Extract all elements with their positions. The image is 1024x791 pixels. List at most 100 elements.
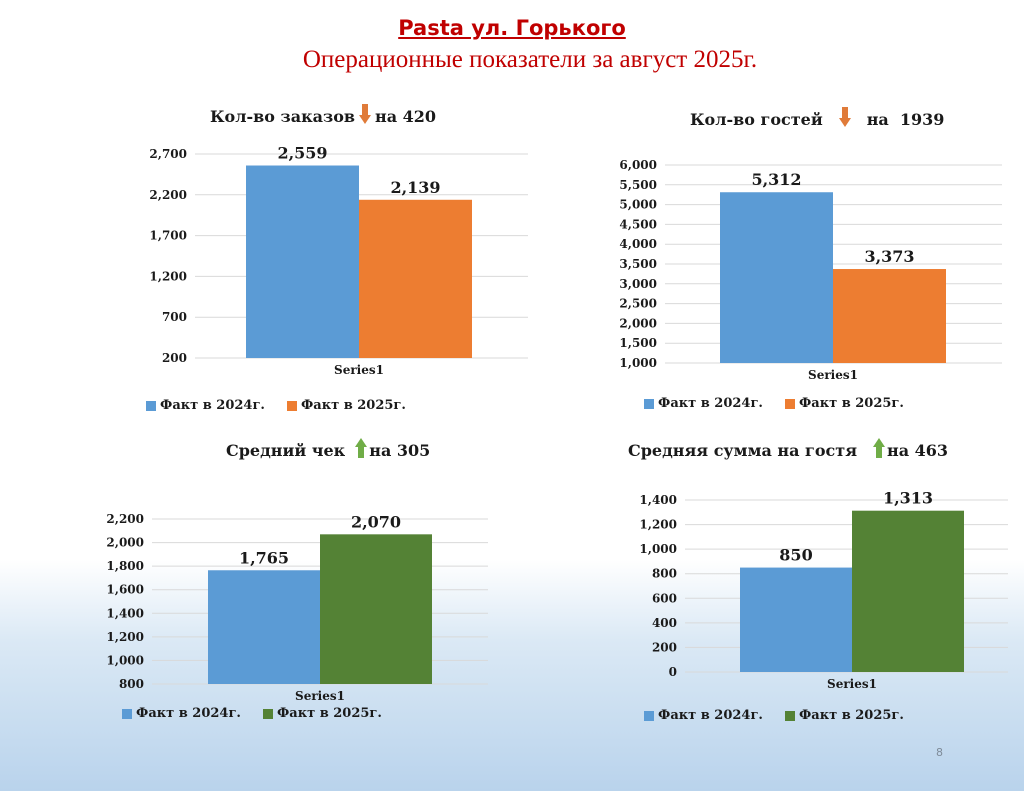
chart-title-orders-text: Кол-во заказов [210,106,356,126]
orders-chart: 200 700 1,200 1,700 2,200 2,700 2,559 2,139 Seri… [149,144,528,377]
legend-swatch [644,398,654,409]
y-tick-label: 2,500 [619,297,657,311]
chart-delta-avg-check: на 305 [369,440,431,460]
bar-2024 [246,165,359,358]
legend-item-2024: Факт в 2024г. [146,398,265,413]
legend-label: Факт в 2025г. [300,398,406,413]
y-tick-label: 2,700 [149,147,187,161]
category-label: Series1 [295,689,345,703]
y-tick-label: 5,000 [619,198,657,212]
legend-label: Факт в 2024г. [136,706,241,721]
legend-item-2024: Факт в 2024г. [644,708,763,723]
slide-title: Pasta ул. Горького [398,16,626,40]
data-label: 2,559 [277,144,327,163]
legend-swatch [644,710,654,721]
legend-swatch [286,400,297,411]
y-tick-label: 1,400 [106,606,144,620]
legend-swatch [784,398,795,409]
y-tick-label: 0 [669,665,677,679]
guests-chart: 1,000 1,500 2,000 2,500 3,000 3,500 4,000 4,500… [619,158,1002,382]
y-tick-label: 1,700 [149,229,187,243]
data-label: 1,313 [883,489,933,508]
chart-delta-guests: на 1939 [866,109,945,129]
avg-guest-chart: 0 200 400 600 800 1,000 1,200 1,400 850 1,313 Seri… [639,489,1008,691]
y-tick-label: 1,800 [106,559,144,573]
y-tick-label: 2,200 [106,512,144,526]
y-tick-label: 2,200 [149,188,187,202]
legend-label: Факт в 2024г. [658,708,763,723]
legend-avg-check: Факт в 2024г. Факт в 2025г. [122,706,382,721]
avg-check-chart: 800 1,000 1,200 1,400 1,600 1,800 2,000 2,200 1,… [106,512,488,703]
y-tick-label: 5,500 [619,178,657,192]
legend-item-2025: Факт в 2025г. [262,706,382,721]
data-label: 5,312 [751,170,801,189]
legend-item-2024: Факт в 2024г. [122,706,241,721]
y-tick-label: 1,200 [639,518,677,532]
chart-title-avg-check-text: Средний чек [226,440,346,460]
legend-avg-guest: Факт в 2024г. Факт в 2025г. [644,708,904,723]
chart-title-avg-guest-text: Средняя сумма на гостя [628,440,858,460]
category-label: Series1 [827,677,877,691]
bar-2025 [320,534,432,684]
arrow-down-icon [838,107,851,131]
legend-label: Факт в 2025г. [798,708,904,723]
y-tick-label: 4,000 [619,237,657,251]
legend-item-2025: Факт в 2025г. [784,396,904,411]
y-tick-label: 600 [652,591,677,605]
data-label: 2,070 [351,512,401,531]
legend-item-2024: Факт в 2024г. [644,396,763,411]
page-number: 8 [936,746,943,759]
legend-swatch [122,708,132,719]
y-tick-label: 1,200 [149,269,187,283]
chart-title-avg-guest: Средняя сумма на гостя на 463 [628,438,948,462]
legend-orders: Факт в 2024г. Факт в 2025г. [146,398,406,413]
data-label: 850 [779,546,812,565]
chart-title-avg-check: Средний чек на 305 [226,438,430,462]
bar-2024 [740,567,852,672]
bar-2025 [359,199,472,358]
bar-2024 [208,570,320,684]
chart-title-orders: Кол-во заказов на 420 [210,104,436,128]
y-tick-label: 400 [652,616,677,630]
y-tick-label: 200 [162,351,187,365]
y-tick-label: 1,500 [619,336,657,350]
chart-title-guests: Кол-во гостей на 1939 [690,107,944,131]
arrow-up-icon [355,438,368,462]
legend-label: Факт в 2024г. [658,396,763,411]
legend-swatch [784,710,795,721]
legend-item-2025: Факт в 2025г. [286,398,406,413]
legend-item-2025: Факт в 2025г. [784,708,904,723]
y-tick-label: 700 [162,310,187,324]
legend-guests: Факт в 2024г. Факт в 2025г. [644,396,904,411]
chart-delta-orders: на 420 [375,106,437,126]
y-tick-label: 3,500 [619,257,657,271]
legend-swatch [146,400,156,411]
data-label: 1,765 [239,548,289,567]
bar-2025 [833,269,946,363]
data-label: 3,373 [864,247,914,266]
arrow-up-icon [873,438,886,462]
legend-label: Факт в 2024г. [160,398,265,413]
y-tick-label: 800 [652,567,677,581]
data-label: 2,139 [390,178,440,197]
y-tick-label: 6,000 [619,158,657,172]
y-tick-label: 3,000 [619,277,657,291]
chart-delta-avg-guest: на 463 [887,440,949,460]
y-tick-label: 4,500 [619,217,657,231]
bar-2024 [720,192,833,363]
legend-label: Факт в 2025г. [276,706,382,721]
y-tick-label: 1,200 [106,630,144,644]
y-tick-label: 800 [119,677,144,691]
y-tick-label: 200 [652,640,677,654]
y-tick-label: 2,000 [106,536,144,550]
legend-swatch [262,708,273,719]
y-tick-label: 1,600 [106,583,144,597]
y-tick-label: 1,400 [639,493,677,507]
chart-title-guests-text: Кол-во гостей [690,109,823,129]
y-tick-label: 1,000 [619,356,657,370]
arrow-down-icon [359,104,372,128]
slide-subtitle: Операционные показатели за август 2025г. [302,46,758,73]
y-tick-label: 1,000 [639,542,677,556]
category-label: Series1 [808,368,858,382]
legend-label: Факт в 2025г. [798,396,904,411]
